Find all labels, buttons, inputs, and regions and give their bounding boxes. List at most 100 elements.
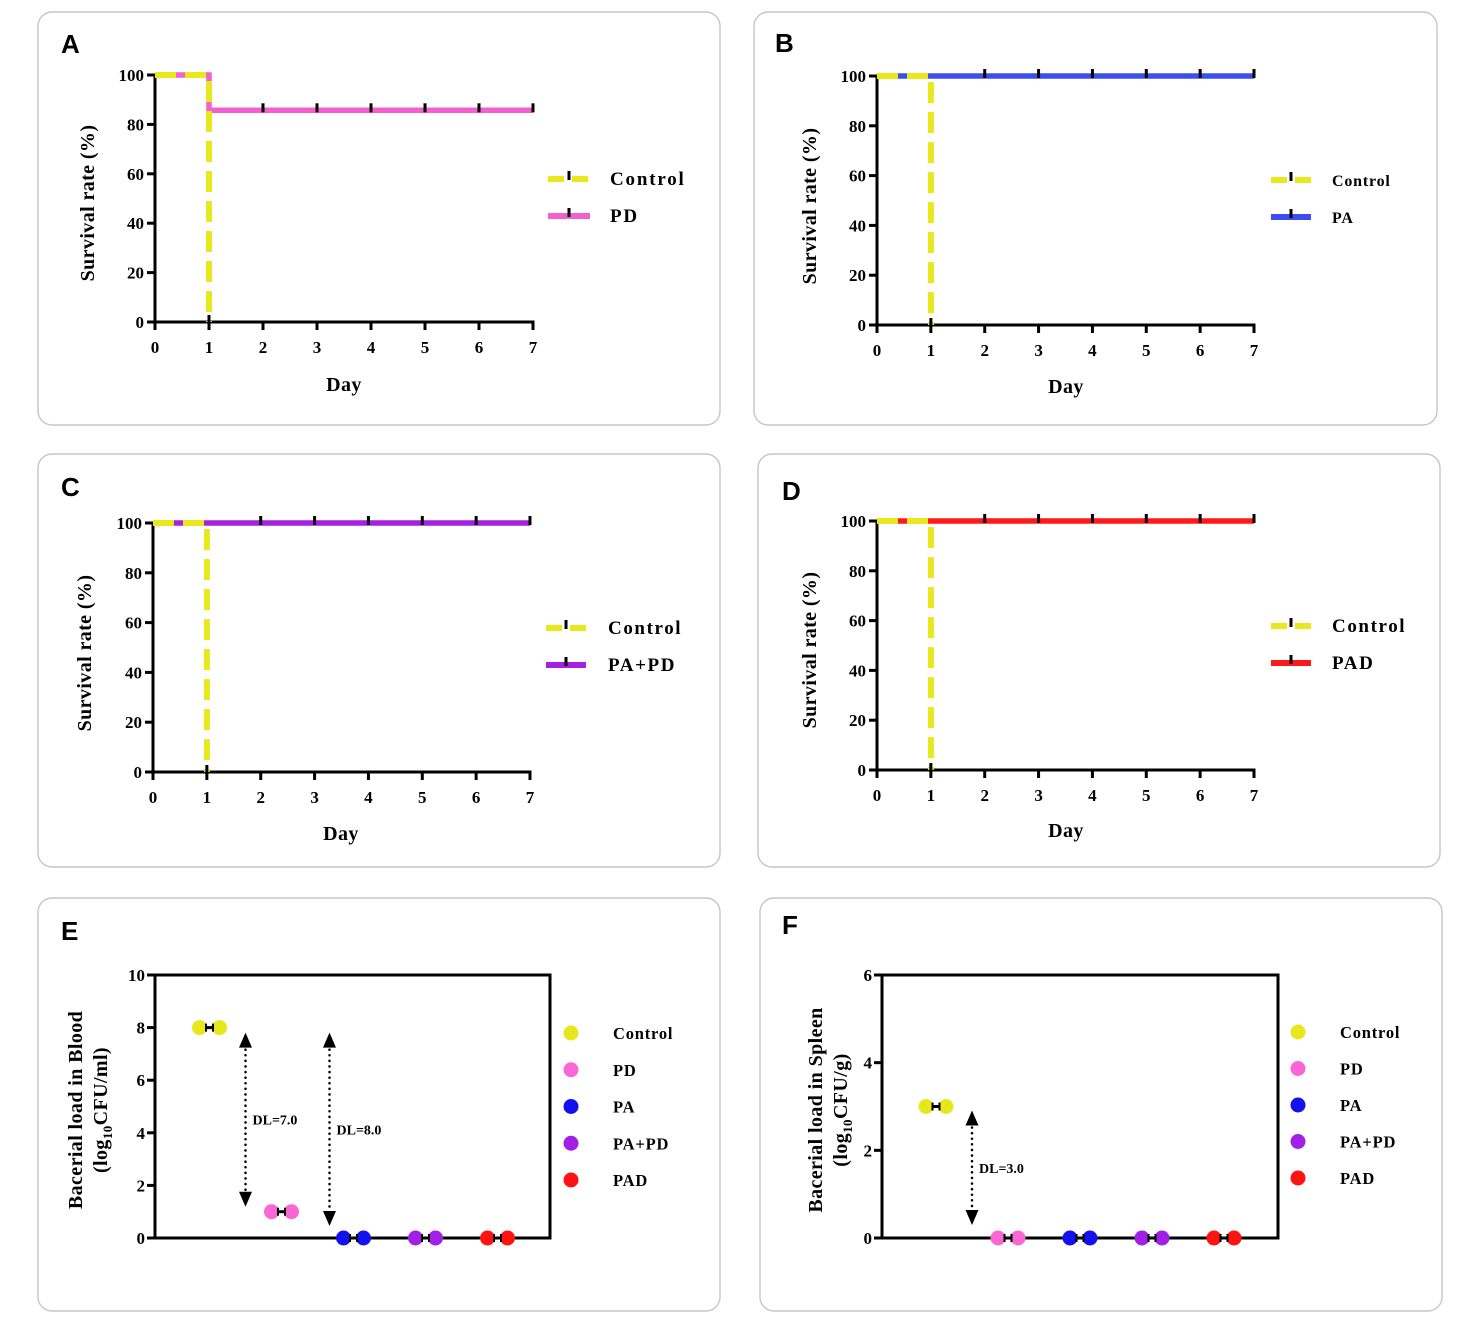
legend-item-control: Control — [563, 1024, 672, 1043]
x-tick-label: 3 — [313, 338, 322, 357]
censor-mark-pd — [315, 103, 319, 113]
legend-item-pad: PAD — [1271, 653, 1373, 674]
data-point-pa — [336, 1230, 351, 1246]
y-tick-label: 0 — [136, 313, 145, 332]
detection-limit-arrow: DL=7.0 — [239, 1032, 298, 1207]
y-tick-label: 80 — [125, 564, 142, 583]
panel-f-frame — [759, 897, 1443, 1312]
y-tick-label: 4 — [864, 1054, 873, 1073]
error-cap — [1226, 1234, 1229, 1242]
y-axis-title: Survival rate (%) — [74, 575, 96, 732]
legend-label-pa: PA — [1340, 1096, 1362, 1115]
detection-limit-arrow: DL=8.0 — [323, 1032, 381, 1226]
panel-c: C 0 1 2 3 4 5 6 7 0 20 40 60 80 100 Day Survival rate (%… — [37, 453, 721, 868]
data-point-pa-plus-pd — [1154, 1230, 1170, 1246]
legend-label-pa-plus-pd: PA+PD — [608, 655, 676, 676]
legend-item-pa: PA — [1271, 209, 1353, 227]
error-cap — [205, 1023, 207, 1032]
censor-mark-pa — [1090, 69, 1094, 78]
arrowhead-down — [239, 1191, 252, 1207]
data-point-pd — [284, 1204, 299, 1220]
x-tick-label: 5 — [418, 788, 427, 807]
legend-marker-pa-plus-pd — [563, 1135, 579, 1151]
group-pd — [990, 1230, 1026, 1246]
x-tick-label: 7 — [526, 788, 535, 807]
panel-a-letter: A — [61, 29, 80, 59]
data-point-control — [918, 1099, 934, 1114]
data-point-pd — [264, 1204, 279, 1220]
panel-a: A 0 1 2 3 4 5 6 7 0 20 40 60 80 100 Day Survival rate (%… — [37, 11, 721, 426]
panel-b-frame — [753, 11, 1438, 426]
legend-censor-mark — [1289, 209, 1293, 218]
legend: Control PA+PD — [546, 618, 682, 676]
legend-label-control: Control — [1332, 616, 1406, 637]
median-line — [349, 1236, 358, 1240]
y-tick-label: 4 — [137, 1124, 146, 1143]
data-point-pa-plus-pd — [428, 1230, 443, 1246]
censor-mark-pd — [261, 103, 265, 113]
data-point-pa — [1082, 1230, 1098, 1246]
x-tick-label: 5 — [421, 338, 430, 357]
x-tick-label: 0 — [149, 788, 158, 807]
y-axis-title-prefix: (log — [90, 1139, 112, 1173]
x-tick-label: 1 — [927, 786, 936, 805]
y-tick-label: 60 — [125, 614, 142, 633]
group-pa-plus-pd — [408, 1230, 443, 1246]
error-cap — [277, 1207, 279, 1216]
median-line — [421, 1236, 430, 1240]
censor-mark-pa-plus-pd — [259, 516, 263, 525]
legend-label-pd: PD — [1340, 1060, 1364, 1079]
legend-censor-mark — [567, 171, 571, 180]
error-cap — [1082, 1234, 1085, 1242]
error-cap — [356, 1234, 358, 1242]
censor-mark-pad — [1198, 514, 1202, 523]
legend: Control PAD — [1271, 616, 1406, 674]
detection-limit-label: DL=7.0 — [253, 1114, 298, 1129]
legend-label-control: Control — [610, 169, 686, 190]
y-tick-label: 80 — [849, 562, 866, 581]
y-axis-title-suffix: CFU/ml) — [90, 1047, 112, 1125]
median-line — [1075, 1236, 1085, 1240]
panel-f: F 0 2 4 6 Bacerial load in Spleen (log10CFU/g)… — [759, 897, 1443, 1312]
detection-limit-label: DL=3.0 — [979, 1162, 1024, 1177]
legend-label-control: Control — [608, 618, 682, 639]
y-axis-title-suffix: CFU/g) — [830, 1053, 852, 1119]
censor-mark-pad — [1037, 514, 1041, 523]
censor-mark-pd — [477, 103, 481, 113]
legend-label-pad: PAD — [613, 1171, 648, 1190]
data-point-pd — [990, 1230, 1006, 1246]
legend-marker-pd — [563, 1062, 579, 1078]
legend-item-control: Control — [1271, 616, 1406, 637]
legend-item-pa-plus-pd: PA+PD — [546, 655, 676, 676]
data-point-pa-plus-pd — [1134, 1230, 1150, 1246]
data-point-pad — [480, 1230, 495, 1246]
legend-item-pa-plus-pd: PA+PD — [563, 1134, 668, 1153]
median-line — [931, 1105, 941, 1108]
y-axis-title-subscript: 10 — [100, 1125, 115, 1139]
y-tick-label: 10 — [128, 966, 145, 985]
y-tick-label: 20 — [849, 266, 866, 285]
data-point-pad — [1226, 1230, 1242, 1246]
legend-item-pd: PD — [1290, 1060, 1364, 1079]
error-cap — [931, 1102, 934, 1111]
legend-label-pad: PAD — [1340, 1169, 1375, 1188]
y-axis-title-line1: Bacerial load in Blood — [65, 1011, 87, 1209]
y-tick-label: 20 — [849, 711, 866, 730]
censor-mark-pa-plus-pd — [313, 516, 317, 525]
median-line — [1147, 1236, 1157, 1240]
censor-mark-pad — [1252, 514, 1256, 523]
y-tick-label: 100 — [117, 514, 143, 533]
survival-line-control — [155, 72, 212, 322]
legend-marker-pad — [1290, 1170, 1306, 1186]
x-tick-label: 6 — [472, 788, 481, 807]
x-tick-label: 1 — [203, 788, 212, 807]
legend-label-pd: PD — [610, 206, 639, 227]
legend-marker-pd — [1290, 1061, 1306, 1076]
y-tick-label: 2 — [137, 1176, 146, 1195]
legend-item-pa: PA — [563, 1098, 635, 1117]
x-tick-label: 0 — [873, 341, 882, 360]
panel-b-letter: B — [775, 28, 794, 58]
arrowhead-up — [239, 1032, 252, 1048]
censor-mark-control — [205, 765, 209, 774]
